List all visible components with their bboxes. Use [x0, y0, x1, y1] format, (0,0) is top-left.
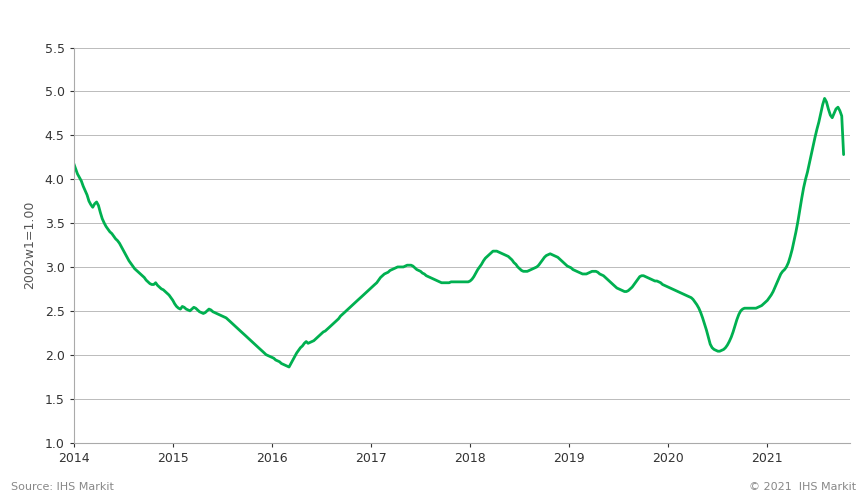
Text: IHS Markit Materials Price Index: IHS Markit Materials Price Index: [11, 11, 329, 29]
Text: © 2021  IHS Markit: © 2021 IHS Markit: [748, 482, 856, 492]
Text: Source: IHS Markit: Source: IHS Markit: [11, 482, 114, 492]
Y-axis label: 2002w1=1.00: 2002w1=1.00: [23, 201, 36, 289]
